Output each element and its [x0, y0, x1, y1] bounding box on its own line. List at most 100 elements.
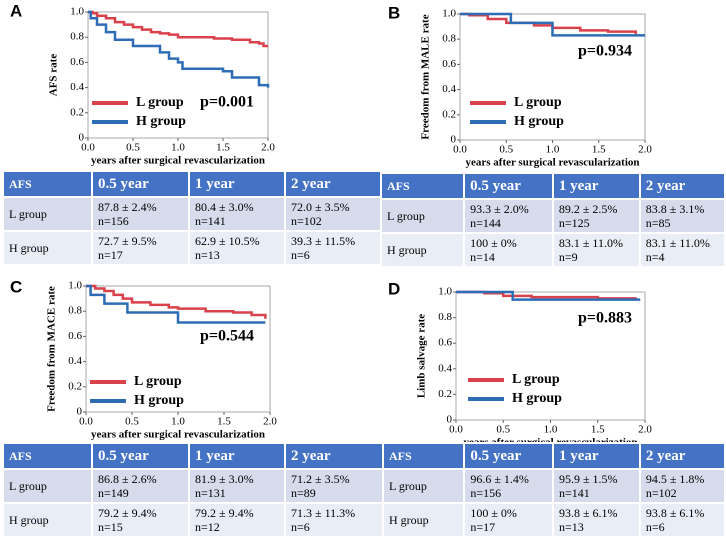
table-cell: 100 ± 0% n=17 [463, 502, 554, 538]
x-tick-label: 1.5 [217, 416, 231, 428]
table-cell: 39.3 ± 11.5% n=6 [284, 230, 384, 266]
table-cell: 93.8 ± 6.1% n=6 [638, 502, 726, 538]
x-axis-label: years after surgical revascularization [91, 429, 265, 441]
y-axis-label: AFS rate [48, 54, 60, 97]
x-tick-label: 1.0 [546, 144, 560, 156]
cell-line: n=12 [195, 520, 220, 534]
cell-line: n=9 [558, 250, 578, 264]
table-row: H group 79.2 ± 9.4% n=15 79.2 ± 9.4% n=12 71.… [2, 502, 384, 538]
cell-line: 79.2 ± 9.4% [195, 506, 254, 520]
cell-line: 79.2 ± 9.4% [98, 506, 157, 520]
legend-label: L group [512, 372, 560, 387]
cell-line: 89.2 ± 2.5% [558, 202, 618, 216]
header-cell: AFS [2, 170, 93, 198]
y-tick-label: 0.8 [438, 311, 452, 323]
x-tick-label: 1.5 [592, 144, 606, 156]
cell-line: n=13 [558, 520, 584, 534]
table-cell: 93.3 ± 2.0% n=144 [463, 198, 554, 234]
cell-line: n=17 [470, 520, 496, 534]
header-cell: AFS [379, 172, 466, 200]
table-cell: 83.1 ± 11.0% n=9 [551, 232, 641, 268]
y-tick-label: 0.4 [442, 83, 456, 95]
header-cell: 0.5 year [91, 170, 190, 198]
row-label: L group [2, 468, 93, 504]
x-tick-label: 0.5 [126, 142, 140, 154]
cell-line: 39.3 ± 11.5% [291, 234, 356, 248]
cell-line: n=6 [291, 520, 310, 534]
legend-label: L group [136, 95, 184, 110]
header-cell: 0.5 year [91, 442, 190, 470]
cell-line: n=125 [558, 216, 590, 230]
cell-line: n=13 [195, 248, 220, 262]
y-tick-label: 0.8 [70, 31, 84, 43]
survival-table: AFS 0.5 year 1 year 2 year L group 96.6 ± 1.4… [381, 442, 726, 538]
x-tick-label: 2.0 [638, 144, 652, 156]
table-row: L group 87.8 ± 2.4% n=156 80.4 ± 3.0% n=141 7… [2, 196, 384, 232]
x-axis-label: years after surgical revascularization [91, 155, 265, 167]
legend-label: H group [134, 393, 184, 408]
cell-line: 71.3 ± 11.3% [291, 506, 356, 520]
cell-line: 83.1 ± 11.0% [558, 236, 623, 250]
survival-curve [86, 284, 267, 319]
cell-line: 71.2 ± 3.5% [291, 472, 350, 486]
cell-line: n=6 [645, 520, 665, 534]
cell-line: n=15 [98, 520, 123, 534]
y-axis-label: Freedom from MACE rate [46, 286, 58, 412]
table-cell: 79.2 ± 9.4% n=15 [91, 502, 190, 538]
cell-line: n=144 [470, 216, 501, 230]
x-tick-label: 1.5 [216, 142, 230, 154]
row-label: L group [381, 468, 466, 504]
table-cell: 62.9 ± 10.5% n=13 [188, 230, 286, 266]
y-tick-label: 0 [451, 134, 457, 146]
survival-curve [88, 10, 270, 88]
row-label: H group [379, 232, 466, 268]
cell-line: n=85 [645, 216, 671, 230]
header-cell: 2 year [284, 170, 384, 198]
legend-label: H group [136, 114, 186, 129]
table-row: H group 72.7 ± 9.5% n=17 62.9 ± 10.5% n=13 39… [2, 230, 384, 266]
table-cell: 100 ± 0% n=14 [463, 232, 554, 268]
x-tick-label: 2.0 [261, 142, 275, 154]
header-cell: 2 year [638, 442, 726, 470]
cell-line: n=141 [195, 214, 226, 228]
cell-line: n=156 [470, 486, 502, 500]
y-tick-label: 1.0 [442, 8, 456, 20]
cell-line: 96.6 ± 1.4% [470, 472, 529, 486]
x-tick-label: 2.0 [263, 416, 277, 428]
x-tick-label: 0.0 [79, 416, 93, 428]
header-cell: 1 year [188, 170, 286, 198]
cell-line: n=102 [645, 486, 677, 500]
y-tick-label: 0.6 [70, 56, 84, 68]
y-tick-label: 0.6 [68, 330, 82, 342]
x-tick-label: 0.5 [496, 424, 510, 436]
cell-line: 100 ± 0% [470, 506, 517, 520]
x-tick-label: 1.0 [544, 424, 558, 436]
header-cell: AFS [2, 442, 93, 470]
header-row: AFS 0.5 year 1 year 2 year [2, 442, 384, 470]
cell-line: n=149 [98, 486, 129, 500]
table-cell: 94.5 ± 1.8% n=102 [638, 468, 726, 504]
cell-line: 72.7 ± 9.5% [98, 234, 157, 248]
table-cell: 71.2 ± 3.5% n=89 [284, 468, 384, 504]
y-tick-label: 0.2 [70, 106, 84, 118]
table-cell: 93.8 ± 6.1% n=13 [551, 502, 641, 538]
table-cell: 83.8 ± 3.1% n=85 [638, 198, 726, 234]
y-tick-label: 0.4 [70, 81, 84, 93]
y-tick-label: 0.8 [68, 305, 82, 317]
header-cell: 1 year [551, 442, 641, 470]
x-tick-label: 0.5 [125, 416, 139, 428]
cell-line: n=4 [645, 250, 665, 264]
x-tick-label: 0.5 [499, 144, 513, 156]
survival-curve [88, 10, 268, 48]
cell-line: 81.9 ± 3.0% [195, 472, 254, 486]
row-label: L group [2, 196, 93, 232]
row-label: H group [381, 502, 466, 538]
panel-label: A [10, 1, 22, 20]
header-cell: 0.5 year [463, 442, 554, 470]
row-label: H group [2, 230, 93, 266]
y-tick-label: 0.2 [442, 108, 456, 120]
y-tick-label: 1.0 [438, 286, 452, 298]
legend-label: H group [512, 391, 562, 406]
